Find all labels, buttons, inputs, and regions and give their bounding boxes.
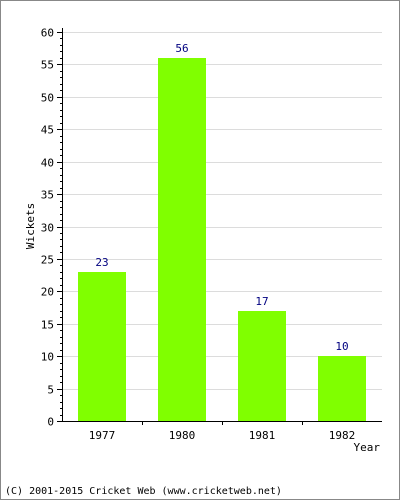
y-tick-label: 35 [41, 189, 54, 202]
data-label: 56 [175, 42, 188, 55]
x-axis-label: Year [354, 441, 381, 454]
y-tick-label: 30 [41, 222, 54, 235]
data-label: 23 [95, 256, 108, 269]
bar-1981 [238, 311, 286, 421]
x-tick-label: 1982 [329, 429, 356, 442]
axes: 0 5 10 15 20 25 30 35 40 45 50 55 60 1977 1980 1981 1982 [41, 27, 382, 442]
y-tick-label: 60 [41, 27, 54, 40]
y-axis-label: Wickets [24, 203, 37, 249]
y-tick-label: 15 [41, 319, 54, 332]
bar-1980 [158, 58, 206, 421]
bar-1982 [318, 356, 366, 421]
data-labels: 23 56 17 10 [95, 42, 348, 353]
y-tick-label: 50 [41, 92, 54, 105]
data-label: 10 [335, 340, 348, 353]
data-label: 17 [255, 295, 268, 308]
y-tick-label: 55 [41, 59, 54, 72]
y-tick-label: 40 [41, 157, 54, 170]
y-tick-label: 45 [41, 124, 54, 137]
x-tick-label: 1980 [169, 429, 196, 442]
bars [78, 58, 366, 421]
bar-1977 [78, 272, 126, 421]
y-tick-label: 25 [41, 254, 54, 267]
y-tick-label: 5 [47, 384, 54, 397]
y-tick-label: 10 [41, 351, 54, 364]
x-tick-label: 1977 [89, 429, 116, 442]
copyright-footer: (C) 2001-2015 Cricket Web (www.cricketwe… [5, 486, 282, 497]
y-tick-label: 20 [41, 286, 54, 299]
y-tick-label: 0 [47, 416, 54, 429]
x-tick-label: 1981 [249, 429, 276, 442]
